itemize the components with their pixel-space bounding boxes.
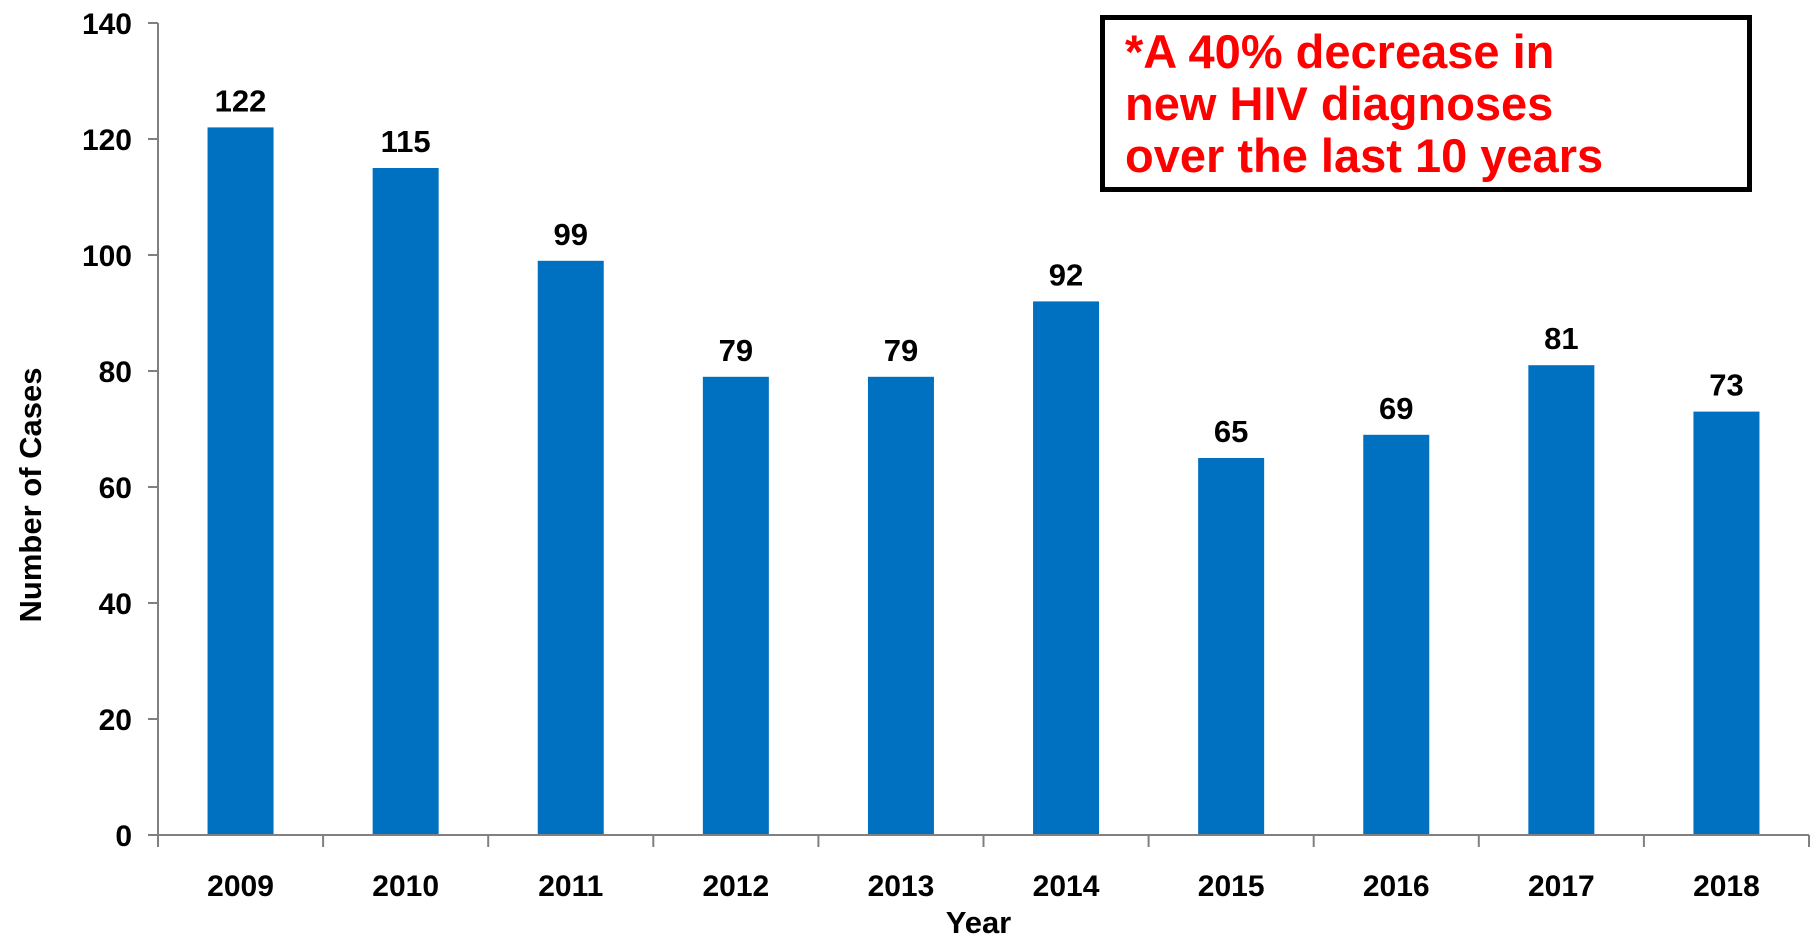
bar: [207, 127, 274, 835]
x-axis-ticks: 2009 2010 2011 2012 2013 2014 2015 2016 2017 2018: [157, 835, 1810, 903]
bar: [372, 168, 439, 835]
y-tick-label: 0: [115, 820, 132, 853]
data-label: 69: [1379, 391, 1413, 426]
y-tick-label: 100: [82, 240, 132, 273]
y-tick-label: 60: [99, 472, 132, 505]
y-tick-label: 20: [99, 704, 132, 737]
x-tick-label: 2014: [1033, 870, 1100, 903]
bar: [1363, 434, 1430, 835]
y-tick-label: 120: [82, 124, 132, 157]
bar: [1693, 411, 1760, 835]
bar: [537, 260, 604, 835]
data-label: 81: [1544, 321, 1578, 356]
bar: [1198, 458, 1265, 835]
data-label: 79: [884, 333, 918, 368]
data-label: 122: [215, 83, 267, 118]
x-tick-label: 2011: [538, 870, 603, 903]
x-tick-label: 2017: [1528, 870, 1595, 903]
data-label: 99: [554, 217, 588, 252]
x-tick-label: 2016: [1363, 870, 1430, 903]
data-label: 92: [1049, 257, 1083, 292]
annotation-line-2: new HIV diagnoses: [1125, 77, 1554, 130]
data-label: 115: [381, 124, 431, 159]
data-label: 65: [1214, 414, 1248, 449]
x-axis-title: Year: [946, 905, 1012, 940]
data-label: 73: [1709, 368, 1743, 403]
x-tick-label: 2013: [868, 870, 935, 903]
data-label: 79: [719, 333, 753, 368]
x-tick-label: 2015: [1198, 870, 1265, 903]
x-tick-label: 2018: [1693, 870, 1760, 903]
x-tick-label: 2012: [702, 870, 769, 903]
annotation-box: *A 40% decrease in new HIV diagnoses ove…: [1100, 15, 1752, 192]
y-axis-ticks: 0 20 40 60 80 100 120 140: [82, 8, 158, 853]
bars: [207, 127, 1760, 835]
y-tick-label: 40: [99, 588, 132, 621]
annotation-line-1: *A 40% decrease in: [1125, 25, 1555, 78]
y-tick-label: 80: [99, 356, 132, 389]
bar: [1033, 301, 1100, 835]
data-labels: 122 115 99 79 79 92 65 69 81 73: [215, 83, 1744, 449]
y-tick-label: 140: [82, 8, 132, 41]
bar: [702, 376, 769, 835]
x-tick-label: 2009: [207, 870, 274, 903]
y-axis-title: Number of Cases: [13, 368, 48, 623]
bar: [867, 376, 934, 835]
x-tick-label: 2010: [372, 870, 439, 903]
bar: [1528, 365, 1595, 835]
annotation-line-3: over the last 10 years: [1125, 129, 1604, 182]
